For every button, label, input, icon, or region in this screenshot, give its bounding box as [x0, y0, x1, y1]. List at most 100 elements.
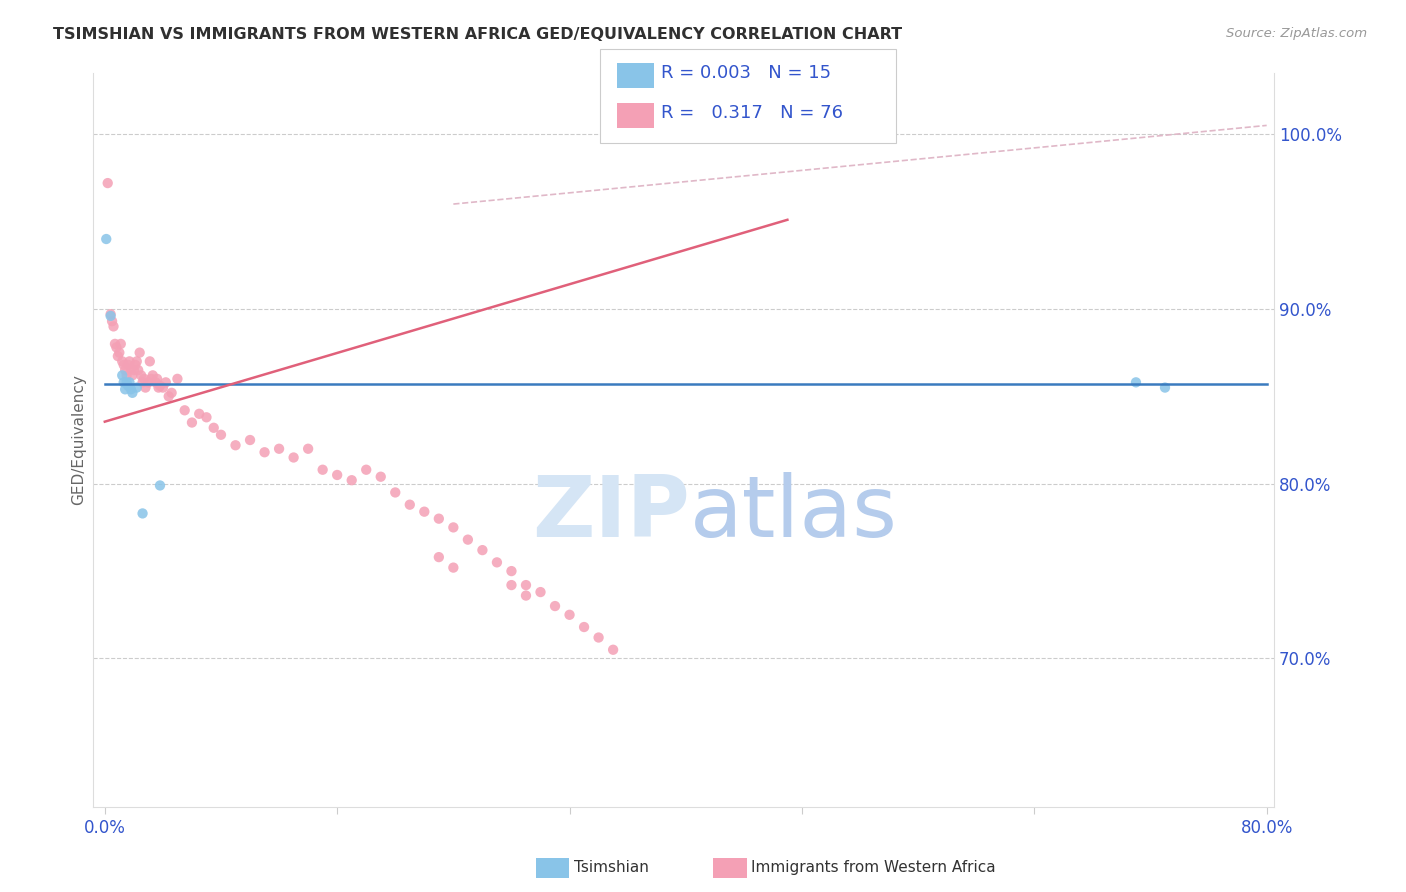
Point — [114, 382, 136, 396]
Point — [457, 533, 479, 547]
Point — [354, 463, 377, 477]
Point — [114, 363, 136, 377]
Text: TSIMSHIAN VS IMMIGRANTS FROM WESTERN AFRICA GED/EQUIVALENCY CORRELATION CHART: TSIMSHIAN VS IMMIGRANTS FROM WESTERN AFR… — [53, 27, 903, 42]
Point — [340, 473, 363, 487]
Point — [195, 410, 218, 425]
Point — [112, 376, 135, 390]
Point — [138, 376, 160, 390]
Point — [297, 442, 319, 456]
Text: R =   0.317   N = 76: R = 0.317 N = 76 — [661, 104, 842, 122]
Point — [283, 450, 305, 465]
Point — [149, 379, 172, 393]
Point — [101, 314, 124, 328]
Point — [118, 354, 141, 368]
Point — [145, 376, 167, 390]
Point — [111, 368, 134, 383]
Point — [1125, 376, 1147, 390]
Point — [501, 564, 523, 578]
Point — [149, 478, 172, 492]
Point — [427, 511, 450, 525]
Point — [103, 319, 125, 334]
Point — [117, 379, 139, 393]
Point — [544, 599, 567, 613]
Point — [441, 520, 464, 534]
Point — [100, 309, 122, 323]
Point — [152, 381, 174, 395]
Text: ZIP: ZIP — [531, 472, 689, 555]
Point — [398, 498, 420, 512]
Point — [602, 642, 624, 657]
Point — [125, 381, 148, 395]
Point — [141, 372, 163, 386]
Point — [471, 543, 494, 558]
Point — [501, 578, 523, 592]
Point — [588, 631, 610, 645]
Point — [127, 363, 149, 377]
Point — [120, 382, 142, 396]
Point — [125, 354, 148, 368]
Point — [267, 442, 290, 456]
Point — [131, 507, 153, 521]
Point — [157, 389, 180, 403]
Point — [132, 372, 155, 386]
Point — [188, 407, 211, 421]
Point — [209, 427, 232, 442]
Point — [148, 381, 170, 395]
Point — [134, 381, 156, 395]
Point — [166, 372, 188, 386]
Point — [111, 354, 134, 368]
Point — [105, 340, 128, 354]
Point — [104, 337, 127, 351]
Point — [173, 403, 195, 417]
Text: atlas: atlas — [689, 472, 897, 555]
Point — [384, 485, 406, 500]
Point — [107, 349, 129, 363]
Point — [121, 368, 143, 383]
Point — [202, 421, 225, 435]
Point — [253, 445, 276, 459]
Point — [572, 620, 595, 634]
Point — [124, 358, 146, 372]
Point — [115, 376, 138, 390]
Point — [115, 368, 138, 383]
Point — [181, 416, 204, 430]
Point — [311, 463, 333, 477]
Point — [100, 307, 122, 321]
Point — [225, 438, 247, 452]
Point — [122, 363, 145, 377]
Point — [131, 376, 153, 390]
Point — [485, 555, 508, 569]
Point — [326, 467, 349, 482]
Text: R = 0.003   N = 15: R = 0.003 N = 15 — [661, 64, 831, 82]
Point — [529, 585, 551, 599]
Point — [118, 376, 141, 390]
Point — [558, 607, 581, 622]
Point — [128, 345, 150, 359]
Point — [239, 433, 262, 447]
Point — [427, 550, 450, 565]
Point — [112, 358, 135, 372]
Point — [370, 469, 392, 483]
Point — [146, 372, 169, 386]
Point — [120, 361, 142, 376]
Text: Immigrants from Western Africa: Immigrants from Western Africa — [751, 861, 995, 875]
Point — [441, 560, 464, 574]
Point — [129, 368, 152, 383]
Point — [160, 385, 183, 400]
Point — [139, 354, 162, 368]
Point — [121, 385, 143, 400]
Point — [515, 578, 537, 592]
Point — [96, 232, 118, 246]
Text: Source: ZipAtlas.com: Source: ZipAtlas.com — [1226, 27, 1367, 40]
Point — [117, 358, 139, 372]
Point — [108, 345, 131, 359]
Point — [142, 368, 165, 383]
Point — [515, 589, 537, 603]
Point — [97, 176, 120, 190]
Point — [1154, 381, 1177, 395]
Point — [413, 505, 436, 519]
Point — [110, 337, 132, 351]
Point — [155, 376, 177, 390]
Y-axis label: GED/Equivalency: GED/Equivalency — [72, 375, 86, 506]
Text: Tsimshian: Tsimshian — [574, 861, 648, 875]
